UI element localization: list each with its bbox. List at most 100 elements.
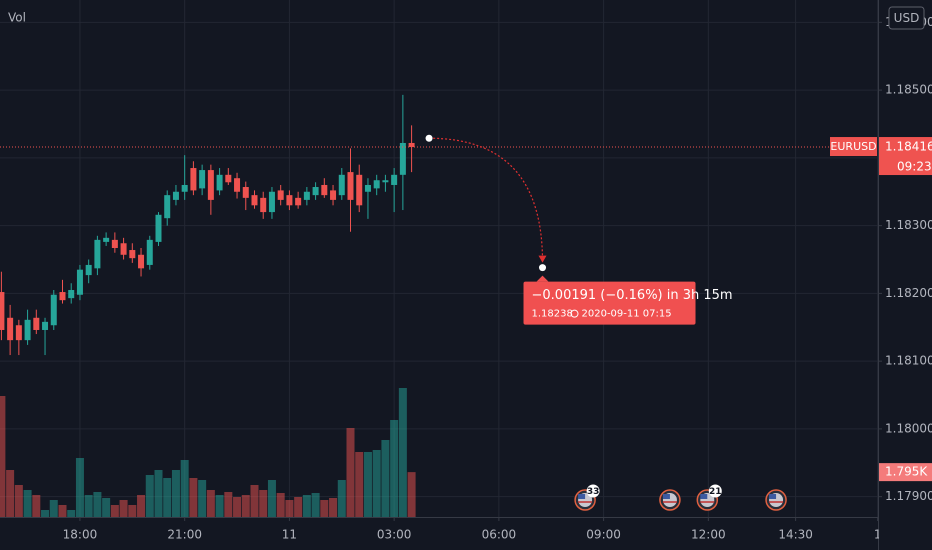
event-badge xyxy=(708,484,722,498)
candle-body xyxy=(408,142,415,148)
event-flag-blue xyxy=(700,494,708,499)
volume-bar xyxy=(41,510,50,517)
candle-body xyxy=(181,184,188,192)
candle-body xyxy=(7,317,14,341)
x-tick-label: 18:00 xyxy=(63,528,98,542)
candle-body xyxy=(295,197,302,206)
candle-body xyxy=(111,239,118,248)
candle-body xyxy=(391,174,398,185)
volume-bar xyxy=(145,475,154,517)
volume-bar xyxy=(285,500,294,517)
axis-corner xyxy=(879,518,932,550)
volume-bar xyxy=(276,493,285,517)
forecast-end xyxy=(539,264,547,272)
volume-bar xyxy=(337,480,346,517)
candle-body xyxy=(68,290,75,299)
price-axis-bg xyxy=(878,0,932,550)
event-badge-label: 21 xyxy=(709,487,722,497)
candle-body xyxy=(251,195,258,206)
price-box xyxy=(879,137,932,176)
candle-body xyxy=(172,191,179,200)
countdown-label: 09:23 xyxy=(897,160,932,174)
symbol-box xyxy=(830,137,877,157)
forecast-box xyxy=(523,281,696,325)
candle-body xyxy=(33,317,40,330)
symbol-label: EURUSD xyxy=(830,140,876,153)
time-axis-bg xyxy=(0,517,932,550)
candle-body xyxy=(321,184,328,196)
volume-bar xyxy=(381,440,390,517)
candle-body xyxy=(347,172,354,200)
volume-bar xyxy=(110,505,119,517)
volume-bar xyxy=(294,497,303,517)
volume-bar xyxy=(302,495,311,517)
grid xyxy=(0,0,879,517)
event-flag-blue xyxy=(769,494,777,499)
volume-bar xyxy=(233,497,242,517)
volume-bar xyxy=(250,485,259,517)
y-tick-label: 1.18300 xyxy=(885,218,932,232)
y-tick-label: 1.18200 xyxy=(885,286,932,300)
plot-area: −0.00191 (−0.16%) in 3h 15m 1.18238 2020-0… xyxy=(0,94,878,517)
volume-bar xyxy=(0,396,6,517)
candle-body xyxy=(286,195,293,206)
volume-bar xyxy=(128,505,137,517)
event-flag-blue xyxy=(662,494,670,499)
candle-body xyxy=(164,195,171,219)
candle-body xyxy=(330,190,337,200)
volume-bar xyxy=(224,492,233,517)
volume-bar xyxy=(198,480,207,517)
x-tick-label: 03:00 xyxy=(377,528,412,542)
x-tick-label: 1 xyxy=(874,528,882,542)
x-tick-label: 09:00 xyxy=(586,528,621,542)
forecast-change: −0.00191 (−0.16%) in 3h 15m xyxy=(532,288,733,303)
candle-body xyxy=(199,170,206,189)
candle-body xyxy=(277,190,284,200)
volume-bar xyxy=(311,493,320,517)
candle-body xyxy=(207,170,214,200)
volume-bar xyxy=(23,490,32,517)
candle-body xyxy=(190,168,197,191)
volume-bar xyxy=(58,505,67,517)
candle-body xyxy=(76,269,83,295)
candle-body xyxy=(50,294,57,326)
volume-bar xyxy=(206,490,215,517)
candle-body xyxy=(24,319,31,341)
volume-label: 1.795K xyxy=(885,465,928,479)
candle-body xyxy=(146,239,153,265)
forecast-price: 1.18238 xyxy=(532,309,573,320)
volume-bar xyxy=(180,460,189,517)
volume-bar xyxy=(67,510,76,517)
x-tick-label: 21:00 xyxy=(167,528,202,542)
candle-body xyxy=(338,174,345,196)
volume-bar xyxy=(346,428,355,517)
candle-body xyxy=(242,187,249,198)
candle-body xyxy=(303,191,310,200)
candle-body xyxy=(138,254,145,269)
candle-body xyxy=(382,180,389,183)
volume-box xyxy=(879,463,932,482)
candle-body xyxy=(225,174,232,183)
x-tick-label: 11 xyxy=(282,528,297,542)
clock-icon xyxy=(570,309,579,318)
candle-body xyxy=(59,292,66,301)
volume-bar xyxy=(372,450,381,517)
volume-bar xyxy=(215,495,224,517)
volume-bar xyxy=(363,452,372,517)
event-flag-blue xyxy=(578,494,586,499)
candle-body xyxy=(399,142,406,175)
volume-bar xyxy=(171,470,180,517)
candle-body xyxy=(234,178,241,192)
candle-body xyxy=(103,237,110,242)
currency-label: USD xyxy=(894,11,920,25)
candle-body xyxy=(85,264,92,276)
volume-bar xyxy=(259,490,268,517)
candle-body xyxy=(0,292,5,330)
event-badge xyxy=(586,484,600,498)
candle-body xyxy=(260,197,267,213)
candle-body xyxy=(364,184,371,192)
forecast-start xyxy=(425,134,433,142)
volume-bar xyxy=(75,458,84,517)
